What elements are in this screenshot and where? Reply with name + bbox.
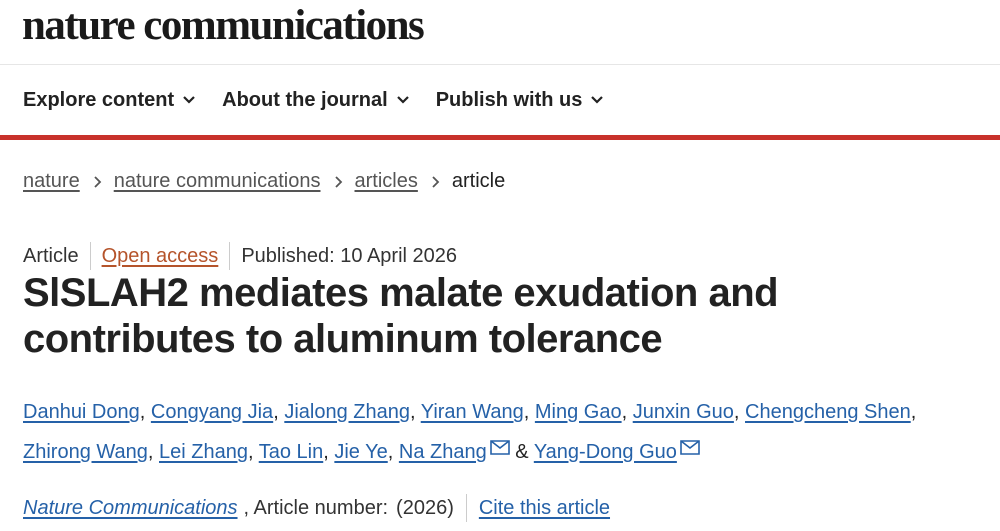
nav-item-label: About the journal <box>222 88 388 111</box>
nav-item-label: Publish with us <box>435 88 583 111</box>
mail-icon[interactable] <box>680 440 700 455</box>
main-nav: Explore content About the journal Publis… <box>0 65 1000 140</box>
breadcrumb-current: article <box>451 170 506 192</box>
author-link[interactable]: Chengcheng Shen <box>745 401 911 423</box>
breadcrumb-link-nature[interactable]: nature <box>23 170 80 192</box>
divider <box>89 242 91 270</box>
journal-logo[interactable]: nature communications <box>22 2 425 49</box>
author-link[interactable]: Tao Lin <box>258 441 324 463</box>
mail-icon[interactable] <box>489 440 510 455</box>
publication-year: (2026) <box>396 496 454 519</box>
chevron-down-icon <box>396 96 409 104</box>
nav-publish-with-us[interactable]: Publish with us <box>436 89 605 112</box>
author-link[interactable]: Jie Ye <box>334 441 388 463</box>
open-access-link[interactable]: Open access <box>101 244 219 267</box>
published-date: Published: 10 April 2026 <box>241 244 458 267</box>
chevron-right-icon <box>94 175 101 188</box>
nav-about-journal[interactable]: About the journal <box>222 89 410 112</box>
article-title: SlSLAH2 mediates malate exudation and co… <box>23 271 779 361</box>
article-type: Article <box>23 244 79 267</box>
nav-item-label: Explore content <box>23 88 175 111</box>
nav-explore-content[interactable]: Explore content <box>23 89 196 112</box>
author-link[interactable]: Yiran Wang <box>420 401 524 423</box>
article-number-label: , Article number: <box>243 496 389 519</box>
chevron-right-icon <box>432 175 440 188</box>
author-link[interactable]: Danhui Dong <box>23 401 140 423</box>
article-meta: Article Open access Published: 10 April … <box>23 242 457 270</box>
author-link[interactable]: Lei Zhang <box>159 441 248 463</box>
author-link[interactable]: Congyang Jia <box>150 401 274 423</box>
divider <box>229 242 231 270</box>
author-link[interactable]: Jialong Zhang <box>284 401 410 423</box>
divider <box>465 494 467 522</box>
site-header: nature communications <box>0 0 1000 65</box>
author-list: Danhui Dong, Congyang Jia, Jialong Zhang… <box>23 401 917 463</box>
author-link[interactable]: Yang-Dong Guo <box>533 441 677 463</box>
breadcrumb-link-nature-communications[interactable]: nature communications <box>113 170 321 192</box>
journal-link[interactable]: Nature Communications <box>23 496 238 519</box>
chevron-down-icon <box>591 96 604 104</box>
author-link[interactable]: Na Zhang <box>398 441 487 463</box>
cite-this-article-link[interactable]: Cite this article <box>478 496 611 519</box>
author-link[interactable]: Ming Gao <box>534 401 622 423</box>
breadcrumb-link-articles[interactable]: articles <box>354 170 418 192</box>
chevron-right-icon <box>334 175 342 188</box>
author-link[interactable]: Junxin Guo <box>632 401 734 423</box>
author-link[interactable]: Zhirong Wang <box>23 441 148 463</box>
citation-line: Nature Communications , Article number: … <box>23 494 610 522</box>
breadcrumb: nature nature communications articles ar… <box>23 170 505 193</box>
chevron-down-icon <box>183 96 195 104</box>
